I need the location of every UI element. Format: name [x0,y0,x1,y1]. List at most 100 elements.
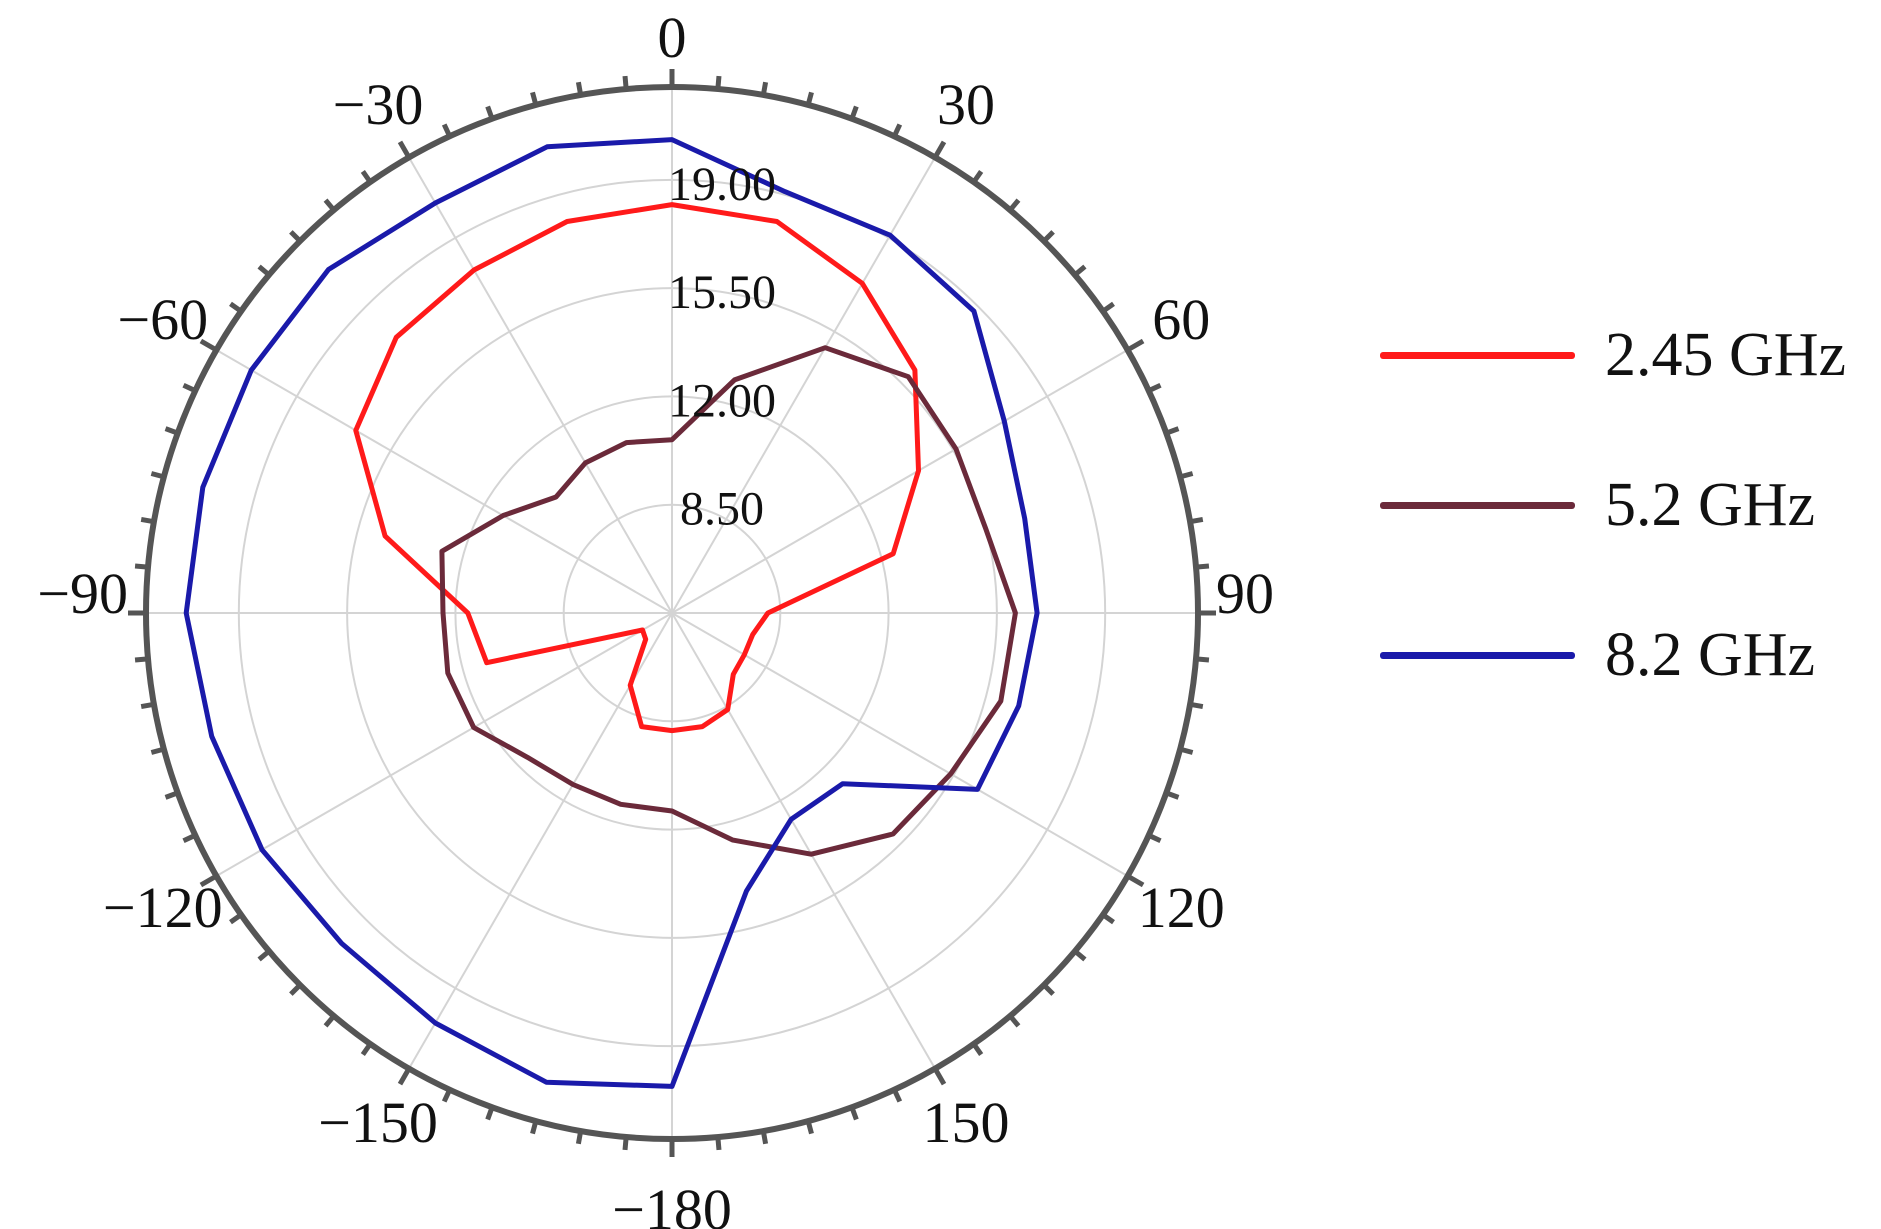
grid-spoke [671,612,1129,877]
angle-tick [229,912,243,925]
angle-tick [323,1014,336,1028]
series-line [439,345,1018,857]
angle-tick [134,563,149,570]
angle-tick [575,81,584,96]
angle-tick [1179,471,1194,480]
angle-tick [971,1042,984,1056]
legend-swatch [1380,651,1575,659]
legend-swatch [1380,501,1575,509]
angle-label: −180 [612,1177,732,1229]
grid-spoke [215,612,673,877]
angle-tick [441,1088,452,1103]
angle-tick [164,426,179,436]
angle-tick [150,746,165,755]
angle-tick [199,338,218,353]
grid-spoke [408,156,673,614]
angle-tick [892,123,903,138]
angle-tick [1179,746,1194,755]
legend-item: 5.2 GHz [1380,430,1846,580]
legend-label: 8.2 GHz [1605,621,1816,689]
angle-tick [1042,983,1055,996]
angle-tick [1073,264,1087,277]
angle-label: 60 [1152,287,1210,352]
angle-tick [1189,516,1204,525]
angle-tick [1101,912,1115,925]
angle-label: −60 [117,287,208,352]
angle-label: 30 [937,72,995,137]
angle-tick [360,170,373,184]
legend-item: 2.45 GHz [1380,280,1846,430]
angle-tick [1042,230,1055,243]
angle-tick [849,1106,859,1121]
angle-tick [1165,790,1180,800]
legend-label: 2.45 GHz [1605,321,1847,389]
angle-tick [182,833,197,844]
angle-tick [1189,701,1204,710]
legend-item: 8.2 GHz [1380,580,1846,730]
grid-spoke [671,612,936,1070]
angle-tick [622,75,629,90]
angle-tick [575,1130,584,1145]
angle-tick [715,1136,722,1151]
angular-ticks [128,69,1216,1157]
angle-tick [257,949,271,962]
angle-label: −150 [318,1090,438,1155]
angle-tick [971,170,984,184]
angle-tick [150,471,165,480]
angle-tick [932,140,947,159]
angle-tick [1126,873,1145,888]
series-line [353,202,921,734]
angle-tick [1195,563,1210,570]
angle-label: −30 [333,72,424,137]
angle-tick [1147,833,1162,844]
series-lines [183,137,1040,1089]
angle-tick [805,1120,814,1135]
angle-tick [1195,656,1210,663]
angle-tick [1165,426,1180,436]
angle-tick [1147,382,1162,393]
angle-tick [397,140,412,159]
angle-tick [199,873,218,888]
angle-label: 90 [1216,561,1274,626]
grid-spoke [408,612,673,1070]
series-line [183,137,1040,1089]
angle-tick [1101,301,1115,314]
angle-tick [164,790,179,800]
angle-label: 120 [1138,875,1225,940]
angle-tick [485,105,495,120]
angle-label: −120 [103,875,223,940]
angle-tick [323,198,336,212]
radial-label: 15.50 [668,266,776,319]
angle-tick [1008,198,1021,212]
legend: 2.45 GHz 5.2 GHz 8.2 GHz [1380,280,1846,730]
angle-tick [530,91,539,106]
angle-tick [932,1067,947,1086]
legend-label: 5.2 GHz [1605,471,1816,539]
angle-tick [760,1130,769,1145]
angle-tick [229,301,243,314]
polar-grid [143,84,1201,1142]
angle-tick [1126,338,1145,353]
angle-tick [892,1088,903,1103]
legend-swatch [1380,351,1575,359]
angle-label: 0 [658,5,687,70]
radial-label: 8.50 [680,483,764,536]
angle-tick [140,701,155,710]
angle-tick [134,656,149,663]
angle-tick [257,264,271,277]
radial-label: 19.00 [668,158,776,211]
angle-tick [805,91,814,106]
angle-label: −90 [37,561,128,626]
radial-label: 12.00 [668,374,776,427]
angle-label: 150 [923,1090,1010,1155]
angle-tick [360,1042,373,1056]
angle-tick [397,1067,412,1086]
angle-tick [760,81,769,96]
grid-spoke [215,349,673,614]
angle-tick [1008,1014,1021,1028]
angle-tick [289,230,302,243]
angle-tick [1073,949,1087,962]
angle-tick [622,1136,629,1151]
angle-tick [530,1120,539,1135]
